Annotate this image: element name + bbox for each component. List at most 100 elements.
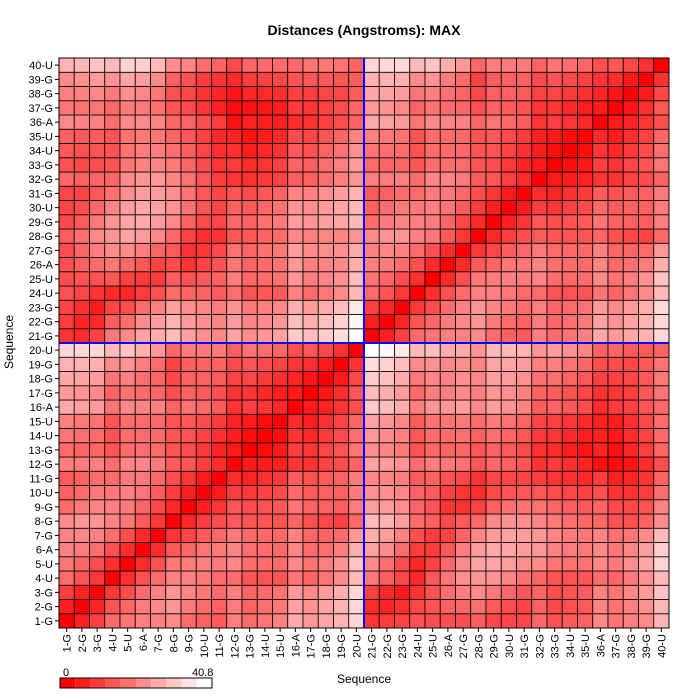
y-tick-label: 8-G bbox=[35, 516, 53, 528]
heatmap-cell bbox=[607, 385, 624, 401]
heatmap-cell bbox=[455, 456, 472, 472]
heatmap-cell bbox=[211, 71, 228, 87]
heatmap-cell bbox=[470, 86, 487, 102]
heatmap-cell bbox=[104, 285, 121, 301]
heatmap-cell bbox=[653, 299, 670, 315]
heatmap-cell bbox=[302, 513, 319, 529]
heatmap-cell bbox=[119, 328, 136, 344]
heatmap-cell bbox=[348, 356, 365, 372]
heatmap-cell bbox=[409, 613, 426, 629]
heatmap-cell bbox=[150, 100, 167, 116]
heatmap-cell bbox=[134, 556, 151, 572]
heatmap-cell bbox=[455, 271, 472, 287]
heatmap-cell bbox=[287, 128, 304, 144]
heatmap-cell bbox=[607, 456, 624, 472]
heatmap-cell bbox=[363, 171, 380, 187]
heatmap-cell bbox=[119, 442, 136, 458]
heatmap-cell bbox=[546, 185, 563, 201]
heatmap-cell bbox=[272, 299, 289, 315]
heatmap-cell bbox=[439, 356, 456, 372]
heatmap-cell bbox=[561, 228, 578, 244]
heatmap-cell bbox=[546, 171, 563, 187]
heatmap-cell bbox=[577, 570, 594, 586]
y-tick-label: 9-G bbox=[35, 502, 53, 514]
heatmap-cell bbox=[653, 428, 670, 444]
heatmap-cell bbox=[180, 285, 197, 301]
heatmap-cell bbox=[561, 499, 578, 515]
heatmap-cell bbox=[73, 328, 90, 344]
heatmap-cell bbox=[394, 485, 411, 501]
heatmap-cell bbox=[58, 570, 75, 586]
heatmap-cell bbox=[531, 499, 548, 515]
heatmap-cell bbox=[561, 513, 578, 529]
heatmap-cell bbox=[119, 399, 136, 415]
legend-swatch bbox=[196, 678, 212, 688]
heatmap-cell bbox=[317, 299, 334, 315]
heatmap-cell bbox=[653, 371, 670, 387]
x-tick-label: 29-G bbox=[489, 634, 501, 658]
heatmap-cell bbox=[531, 86, 548, 102]
heatmap-cell bbox=[119, 413, 136, 429]
heatmap-cell bbox=[592, 470, 609, 486]
heatmap-cell bbox=[607, 171, 624, 187]
heatmap-cell bbox=[470, 371, 487, 387]
heatmap-cell bbox=[302, 356, 319, 372]
heatmap-cell bbox=[211, 499, 228, 515]
heatmap-cell bbox=[317, 442, 334, 458]
heatmap-cell bbox=[104, 513, 121, 529]
heatmap-cell bbox=[607, 527, 624, 543]
heatmap-cell bbox=[317, 570, 334, 586]
heatmap-cell bbox=[256, 128, 273, 144]
heatmap-cell bbox=[134, 214, 151, 230]
heatmap-cell bbox=[409, 242, 426, 258]
heatmap-cell bbox=[394, 385, 411, 401]
heatmap-cell bbox=[241, 100, 258, 116]
heatmap-cell bbox=[500, 527, 517, 543]
heatmap-cell bbox=[104, 257, 121, 273]
heatmap-cell bbox=[439, 499, 456, 515]
heatmap-cell bbox=[424, 399, 441, 415]
heatmap-cell bbox=[241, 143, 258, 159]
heatmap-cell bbox=[165, 114, 182, 130]
heatmap-cell bbox=[577, 371, 594, 387]
heatmap-cell bbox=[195, 470, 212, 486]
heatmap-cell bbox=[180, 356, 197, 372]
heatmap-cell bbox=[439, 385, 456, 401]
y-tick-label: 12-G bbox=[29, 459, 53, 471]
heatmap-cell bbox=[622, 356, 639, 372]
heatmap-cell bbox=[287, 57, 304, 73]
heatmap-cell bbox=[211, 356, 228, 372]
heatmap-cell bbox=[180, 371, 197, 387]
heatmap-cell bbox=[531, 570, 548, 586]
heatmap-cell bbox=[577, 356, 594, 372]
y-tick-label: 10-U bbox=[29, 488, 53, 500]
heatmap-cell bbox=[455, 613, 472, 629]
heatmap-cell bbox=[653, 143, 670, 159]
heatmap-cell bbox=[531, 185, 548, 201]
heatmap-cell bbox=[485, 314, 502, 330]
heatmap-cell bbox=[516, 328, 533, 344]
heatmap-cell bbox=[89, 71, 106, 87]
heatmap-cell bbox=[485, 413, 502, 429]
heatmap-cell bbox=[150, 228, 167, 244]
heatmap-cell bbox=[241, 185, 258, 201]
legend-swatch bbox=[151, 678, 167, 688]
heatmap-cell bbox=[317, 314, 334, 330]
heatmap-cell bbox=[409, 499, 426, 515]
heatmap-cell bbox=[104, 86, 121, 102]
heatmap-cell bbox=[485, 157, 502, 173]
heatmap-cell bbox=[363, 185, 380, 201]
heatmap-cell bbox=[653, 71, 670, 87]
heatmap-cell bbox=[470, 499, 487, 515]
heatmap-cell bbox=[348, 214, 365, 230]
heatmap-cell bbox=[302, 285, 319, 301]
heatmap-cell bbox=[348, 428, 365, 444]
heatmap-cell bbox=[607, 185, 624, 201]
heatmap-cell bbox=[607, 342, 624, 358]
heatmap-cell bbox=[226, 171, 243, 187]
heatmap-cell bbox=[592, 271, 609, 287]
heatmap-cell bbox=[516, 542, 533, 558]
heatmap-cell bbox=[363, 485, 380, 501]
heatmap-cell bbox=[485, 57, 502, 73]
heatmap-cell bbox=[58, 214, 75, 230]
